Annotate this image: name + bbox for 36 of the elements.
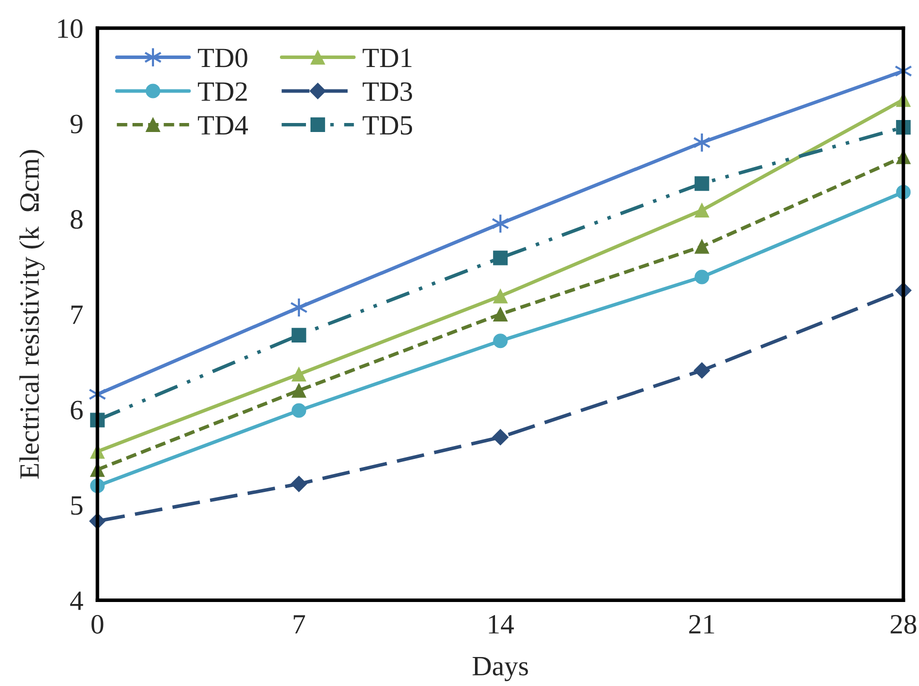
point <box>492 428 509 446</box>
point <box>694 202 710 218</box>
point <box>694 176 710 191</box>
legend-label: TD4 <box>198 116 248 134</box>
legend-label: TD3 <box>362 82 412 101</box>
point <box>292 328 306 342</box>
x-tick-label: 21 <box>689 615 714 634</box>
point <box>290 297 308 318</box>
point <box>493 334 508 348</box>
point <box>694 270 710 284</box>
legend-label: TD5 <box>362 116 412 135</box>
x-tick-label: 0 <box>92 614 104 634</box>
y-axis-title: Electrical resistivity (k Ωcm) <box>19 150 45 479</box>
y-tick-label: 6 <box>70 400 83 420</box>
point <box>493 306 508 322</box>
y-tick-label: 4 <box>70 592 84 610</box>
legend-label: TD1 <box>362 48 412 68</box>
x-axis-title: Days <box>472 657 528 682</box>
point <box>493 288 508 304</box>
y-tick-label: 7 <box>71 306 83 324</box>
point <box>493 250 508 266</box>
point <box>290 476 308 492</box>
y-tick-label: 9 <box>70 114 82 134</box>
y-tick-label: 8 <box>70 210 82 229</box>
point <box>292 403 306 418</box>
point <box>694 362 710 379</box>
y-tick-label: 10 <box>58 19 82 38</box>
x-tick-label: 14 <box>488 615 514 634</box>
legend-label: TD2 <box>198 82 247 101</box>
x-tick-label: 28 <box>890 614 916 634</box>
y-tick-label: 5 <box>71 496 82 515</box>
point <box>292 383 306 398</box>
x-tick-label: 7 <box>294 615 306 634</box>
point <box>292 366 306 382</box>
point <box>694 239 710 254</box>
legend-label: TD0 <box>198 48 248 68</box>
